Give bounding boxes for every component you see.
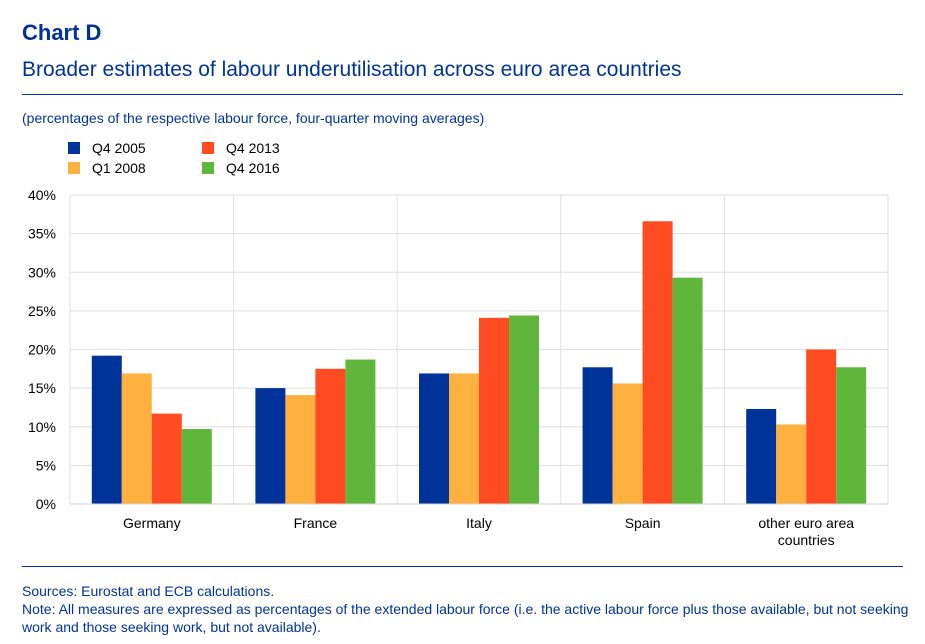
legend-swatch xyxy=(202,142,214,154)
y-tick-label: 0% xyxy=(36,496,56,512)
x-tick-label: France xyxy=(294,515,338,531)
bar-q4-2005 xyxy=(746,408,777,504)
y-tick-label: 5% xyxy=(36,457,56,473)
legend-item-q1-2008: Q1 2008 xyxy=(68,160,146,176)
bar-q4-2013 xyxy=(642,221,673,504)
bar-q4-2013 xyxy=(315,368,346,504)
chart-title: Broader estimates of labour underutilisa… xyxy=(22,58,682,81)
legend-label: Q1 2008 xyxy=(92,160,146,176)
legend-item-q4-2005: Q4 2005 xyxy=(68,140,146,156)
legend-label: Q4 2016 xyxy=(226,160,280,176)
bar-q4-2005 xyxy=(91,355,122,504)
legend-item-q4-2013: Q4 2013 xyxy=(202,140,280,156)
sources-text: Sources: Eurostat and ECB calculations. xyxy=(22,583,275,599)
bar-q4-2013 xyxy=(151,413,182,504)
bar-q4-2005 xyxy=(419,373,449,504)
top-divider xyxy=(22,94,903,95)
y-tick-label: 25% xyxy=(28,303,56,319)
bar-q1-2008 xyxy=(121,373,152,504)
x-tick-label: Italy xyxy=(466,515,492,531)
legend-swatch xyxy=(68,162,80,174)
bar-q4-2016 xyxy=(672,277,703,504)
x-tick-label: other euro area countries xyxy=(758,515,854,548)
legend-swatch xyxy=(68,142,80,154)
y-tick-label: 35% xyxy=(28,226,56,242)
y-tick-label: 20% xyxy=(28,342,56,358)
x-tick-label: Germany xyxy=(123,515,181,531)
note-text: Note: All measures are expressed as perc… xyxy=(22,601,909,635)
chart-subtitle: (percentages of the respective labour fo… xyxy=(22,110,485,126)
legend-swatch xyxy=(202,162,214,174)
bar-q4-2013 xyxy=(806,349,837,504)
bar-chart: 0% 5% 10% 15% 20% 25% 30% 35% 40% Germany France It… xyxy=(28,187,889,548)
footer: Sources: Eurostat and ECB calculations. … xyxy=(22,582,912,636)
legend-label: Q4 2005 xyxy=(92,140,146,156)
y-tick-label: 40% xyxy=(28,187,56,203)
y-tick-label: 10% xyxy=(28,419,56,435)
legend-item-q4-2016: Q4 2016 xyxy=(202,160,280,176)
bar-q4-2013 xyxy=(479,317,509,504)
bar-q1-2008 xyxy=(612,383,643,504)
bottom-divider xyxy=(22,566,903,567)
bar-q4-2016 xyxy=(181,429,212,504)
bar-q1-2008 xyxy=(776,424,807,504)
bar-q4-2016 xyxy=(836,367,867,504)
bar-q1-2008 xyxy=(285,395,316,504)
legend-label: Q4 2013 xyxy=(226,140,280,156)
bar-q4-2016 xyxy=(345,359,376,504)
x-tick-label: Spain xyxy=(625,515,661,531)
bar-q1-2008 xyxy=(449,373,479,504)
chart-label: Chart D xyxy=(22,20,102,45)
y-tick-label: 15% xyxy=(28,380,56,396)
bar-q4-2005 xyxy=(255,388,286,504)
bar-q4-2005 xyxy=(582,367,613,504)
y-tick-label: 30% xyxy=(28,264,56,280)
bar-q4-2016 xyxy=(509,315,539,504)
